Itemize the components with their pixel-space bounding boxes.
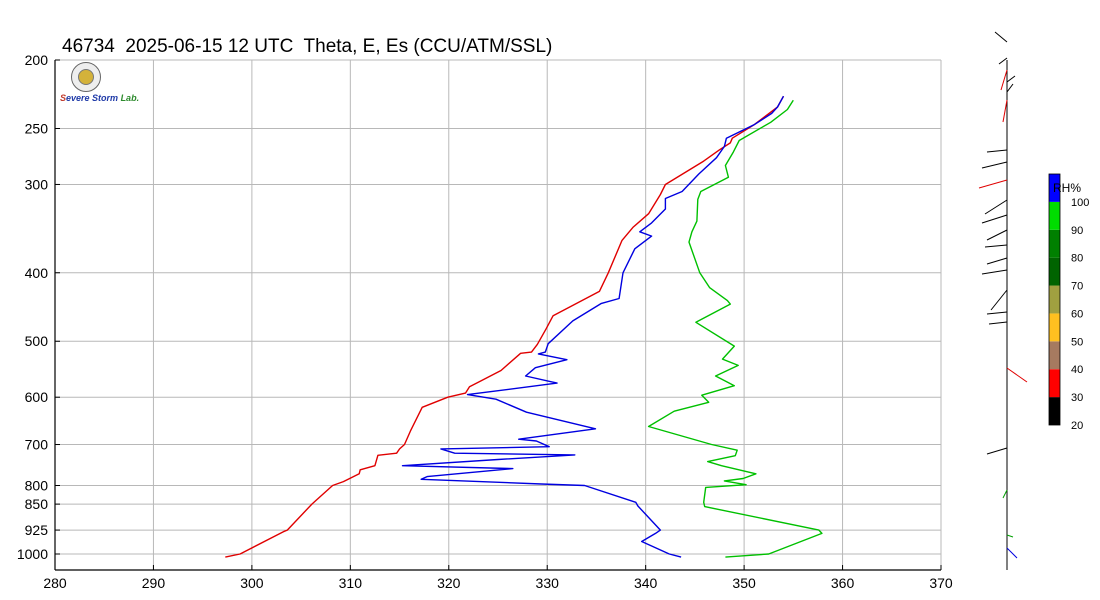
wind-barb (986, 229, 1008, 241)
colorbar-segment (1049, 341, 1060, 370)
wind-barb (988, 321, 1008, 325)
wind-barb (984, 244, 1008, 248)
y-tick-label: 850 (25, 496, 49, 512)
colorbar-segment (1049, 285, 1060, 314)
theta-line (225, 95, 785, 558)
rh-colorbar: 20 30 40 50 60 70 80 90 100 RH% (1048, 173, 1089, 432)
y-tick-label: 200 (25, 52, 49, 68)
wind-barb (986, 257, 1008, 265)
x-tick-labels: 280 290 300 310 320 330 340 350 360 370 (43, 575, 953, 591)
y-tick-label: 500 (25, 333, 49, 349)
y-tick-label: 600 (25, 389, 49, 405)
wind-barb (981, 269, 1008, 275)
chart-title: 46734 2025-06-15 12 UTC Theta, E, Es (CC… (62, 36, 553, 57)
colorbar-tick-label: 50 (1071, 336, 1083, 348)
wind-barb (994, 31, 1008, 43)
y-tick-label: 1000 (17, 546, 48, 562)
x-tick-label: 310 (339, 575, 363, 591)
wind-barb (986, 149, 1008, 153)
x-tick-label: 300 (240, 575, 264, 591)
wind-barb (1006, 547, 1018, 559)
es-line (647, 99, 823, 558)
university-seal-icon (71, 62, 101, 92)
grid-lines (54, 59, 942, 570)
colorbar-tick-label: 80 (1071, 253, 1083, 265)
colorbar-label: RH% (1053, 181, 1081, 195)
lab-logo: Severe Storm Lab. (58, 60, 139, 106)
x-tick-label: 350 (732, 575, 756, 591)
x-tick-label: 290 (142, 575, 166, 591)
colorbar-tick-label: 60 (1071, 308, 1083, 320)
x-tick-label: 360 (831, 575, 855, 591)
x-tick-label: 370 (929, 575, 953, 591)
x-tick-label: 320 (437, 575, 461, 591)
wind-barb (1002, 99, 1008, 123)
lab-logo-text: Severe Storm Lab. (60, 93, 140, 103)
colorbar-tick-label: 100 (1071, 197, 1089, 209)
colorbar-segment (1049, 229, 1060, 258)
axes-frame (54, 59, 942, 571)
colorbar-segment (1049, 397, 1060, 425)
wind-barb (990, 289, 1008, 311)
wind-barb (1000, 69, 1008, 91)
wind-barb (1006, 83, 1014, 93)
wind-profile (978, 31, 1028, 570)
colorbar-tick-label: 40 (1071, 364, 1083, 376)
y-tick-label: 250 (25, 120, 49, 136)
series-group (225, 95, 823, 558)
colorbar-tick-label: 70 (1071, 281, 1083, 293)
colorbar-tick-label: 20 (1071, 420, 1083, 432)
wind-barb (998, 57, 1008, 65)
wind-barb (1002, 489, 1008, 499)
y-tick-label: 400 (25, 265, 49, 281)
wind-barb (986, 447, 1008, 455)
x-tick-label: 280 (43, 575, 67, 591)
y-tick-label: 800 (25, 478, 49, 494)
wind-barb (984, 199, 1008, 215)
colorbar-tick-label: 30 (1071, 392, 1083, 404)
y-tick-label: 700 (25, 437, 49, 453)
colorbar-segment (1049, 201, 1060, 230)
colorbar-segment (1049, 257, 1060, 286)
colorbar-segment (1049, 313, 1060, 342)
colorbar-tick-label: 90 (1071, 225, 1083, 237)
colorbar-frame (1048, 173, 1061, 426)
y-tick-label: 300 (25, 176, 49, 192)
wind-barb (1006, 75, 1016, 83)
wind-barb (986, 311, 1008, 315)
wind-barb (1006, 534, 1014, 538)
y-tick-labels: 200 250 300 400 500 600 700 800 850 925 1000 (17, 52, 48, 562)
x-tick-label: 340 (634, 575, 658, 591)
wind-barb (981, 161, 1008, 169)
wind-barb (981, 214, 1008, 224)
colorbar-segment (1049, 369, 1060, 398)
wind-barb (1006, 367, 1028, 383)
colorbar-segment (1049, 174, 1060, 202)
wind-barb (978, 179, 1008, 189)
y-tick-label: 925 (25, 522, 49, 538)
e-line (401, 95, 785, 558)
x-tick-label: 330 (536, 575, 560, 591)
